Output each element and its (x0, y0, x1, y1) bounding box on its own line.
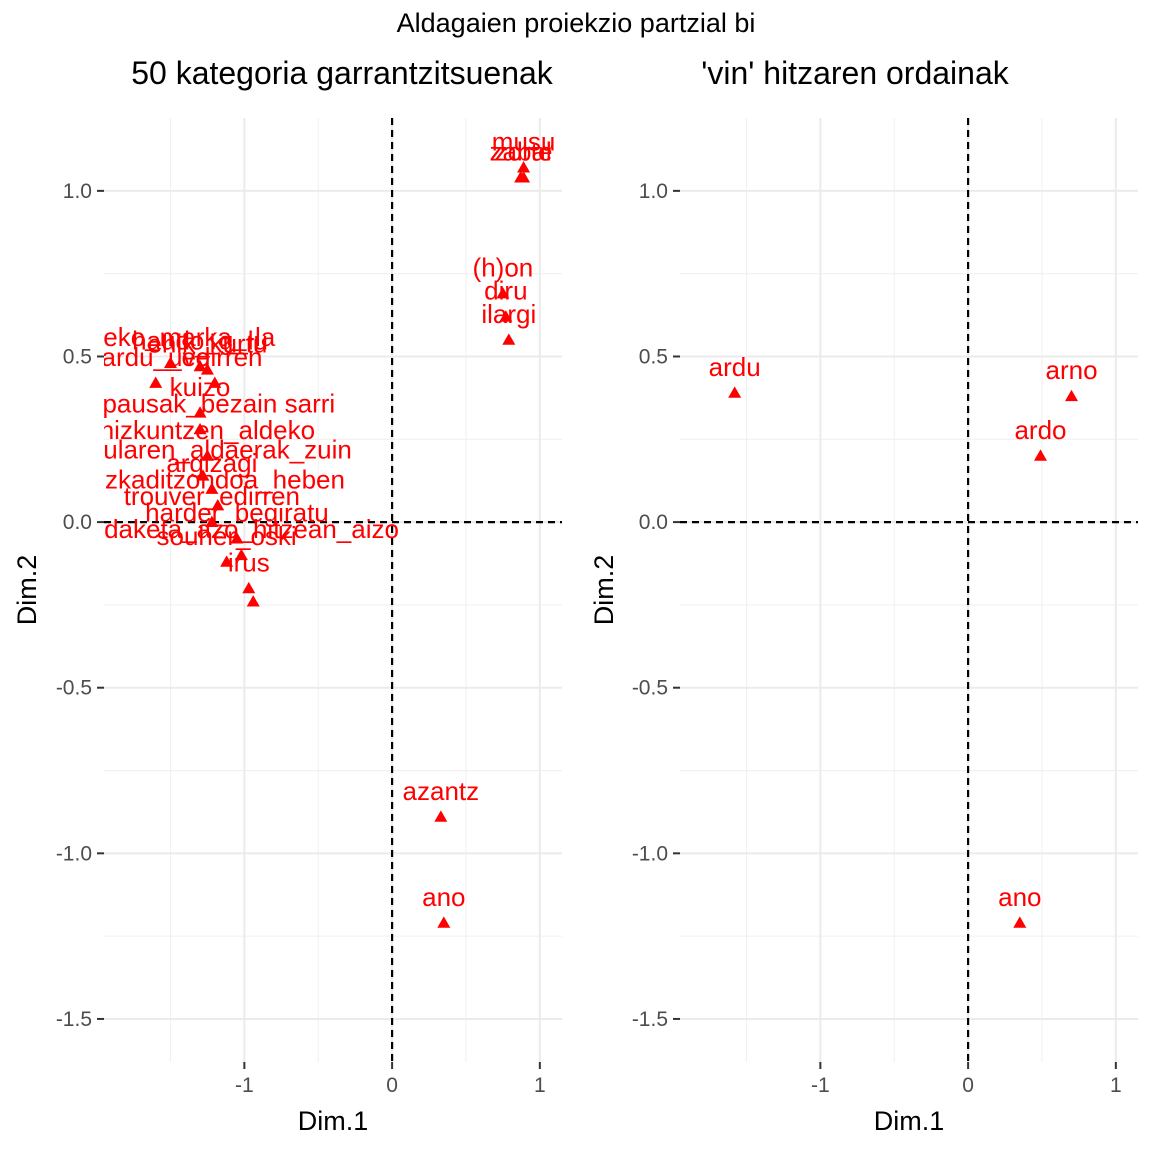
data-point-marker (502, 333, 516, 345)
data-point-label: arno (1045, 355, 1097, 385)
data-point-label: ardu (709, 352, 761, 382)
x-tick-label: 1 (534, 1074, 546, 1097)
data-point-marker (205, 515, 219, 527)
data-point-label: ardo (1014, 415, 1066, 445)
y-tick-label: -1.0 (56, 842, 92, 865)
data-point-marker (496, 287, 510, 299)
y-axis-label: Dim.2 (589, 555, 619, 626)
data-point-label: ano (998, 882, 1041, 912)
data-point-marker (499, 310, 513, 322)
data-point-label: irus (228, 547, 270, 577)
data-point-label: azantz (403, 776, 480, 806)
data-point-marker (193, 406, 207, 418)
data-point-marker (246, 595, 260, 607)
y-tick-label: 0.0 (639, 511, 668, 534)
y-tick-label: -1.5 (632, 1008, 668, 1031)
data-point-marker (517, 161, 531, 173)
panel-2: 'vin' hitzaren ordainak -1 0 1 -1.5 -1.0 -0.5 0… (589, 55, 1138, 1136)
data-point-marker (1013, 916, 1027, 928)
data-point-label: argizagi (166, 448, 257, 478)
y-axis-label: Dim.2 (12, 555, 42, 626)
data-point-label: perpausak_bezain sarri (65, 388, 335, 418)
grid (680, 118, 1138, 1062)
data-point-label: hizkuntzen_aldeko (100, 415, 315, 445)
data-point-label: ilargi (481, 299, 536, 329)
data-point-marker (517, 171, 531, 183)
data-point-marker (1065, 389, 1079, 402)
figure-title: Aldagaien proiekzio partzial bi (397, 8, 756, 38)
data-point-marker (234, 548, 248, 561)
data-point-marker (211, 499, 225, 511)
data-point-marker (163, 356, 177, 368)
data-point-marker (205, 482, 219, 494)
panel-1: 50 kategoria garrantzitsuenak -1 0 1 -1.5 -1.… (12, 55, 562, 1136)
data-point-marker (728, 386, 742, 398)
data-point-marker (200, 449, 214, 461)
data-point-label: ano (422, 882, 465, 912)
data-point-label: artikularen_aldaerak_zuin (54, 435, 352, 465)
x-tick-label: 1 (1110, 1074, 1122, 1097)
x-tick-label: -1 (235, 1074, 254, 1097)
data-point-label: souher_oski (157, 521, 297, 551)
data-point-marker (1033, 449, 1047, 461)
panel-title: 'vin' hitzaren ordainak (701, 55, 1010, 91)
y-tick-label: 1.0 (63, 180, 92, 203)
data-point-label: trouver_edirren (124, 481, 300, 511)
data-point-label: larreko_marka_-la (66, 322, 276, 352)
data-point-label: (h)on (473, 253, 534, 283)
data-point-label: zorte (495, 137, 553, 167)
data-point-label: ardu_uve (101, 342, 209, 372)
grid (104, 118, 562, 1062)
data-point-marker (149, 376, 163, 388)
data-point-marker (193, 359, 207, 372)
data-point-label: zabal (490, 137, 552, 167)
x-tick-label: 0 (386, 1074, 398, 1097)
points-layer: ardu arno ardo ano (709, 352, 1098, 928)
y-tick-label: -1.5 (56, 1008, 92, 1031)
data-point-label: ezkaditzondoa_heben (91, 465, 345, 495)
data-point-label: aldaketa_azo_hitzean_aizo (84, 514, 399, 544)
data-point-marker (196, 469, 210, 481)
x-tick-label: -1 (811, 1074, 830, 1097)
data-point-marker (434, 810, 448, 822)
data-point-marker (208, 376, 222, 388)
x-tick-label: 0 (962, 1074, 974, 1097)
data-point-label: _edirren (166, 342, 262, 372)
data-point-marker (193, 422, 207, 435)
data-point-marker (230, 532, 244, 544)
x-axis-label: Dim.1 (298, 1106, 369, 1136)
y-tick-label: 0.5 (639, 345, 668, 368)
y-tick-label: -0.5 (632, 677, 668, 700)
y-tick-label: -1.0 (632, 842, 668, 865)
y-tick-label: 0.0 (63, 511, 92, 534)
y-tick-label: 1.0 (639, 180, 668, 203)
y-tick-label: 0.5 (63, 345, 92, 368)
data-point-label: musu (492, 127, 556, 157)
data-point-marker (242, 581, 256, 594)
data-point-label: harder_begiratu (145, 498, 329, 528)
data-point-marker (200, 363, 214, 375)
y-tick-label: -0.5 (56, 677, 92, 700)
data-point-label: ehik_kurtu (147, 329, 267, 359)
data-point-marker (437, 916, 451, 928)
data-point-label: haudo_g_lu (132, 325, 268, 355)
x-axis-label: Dim.1 (874, 1106, 945, 1136)
data-point-label: kuizo (170, 372, 231, 402)
data-point-marker (220, 555, 234, 567)
data-point-label: diru (484, 276, 527, 306)
panel-title: 50 kategoria garrantzitsuenak (131, 55, 554, 91)
